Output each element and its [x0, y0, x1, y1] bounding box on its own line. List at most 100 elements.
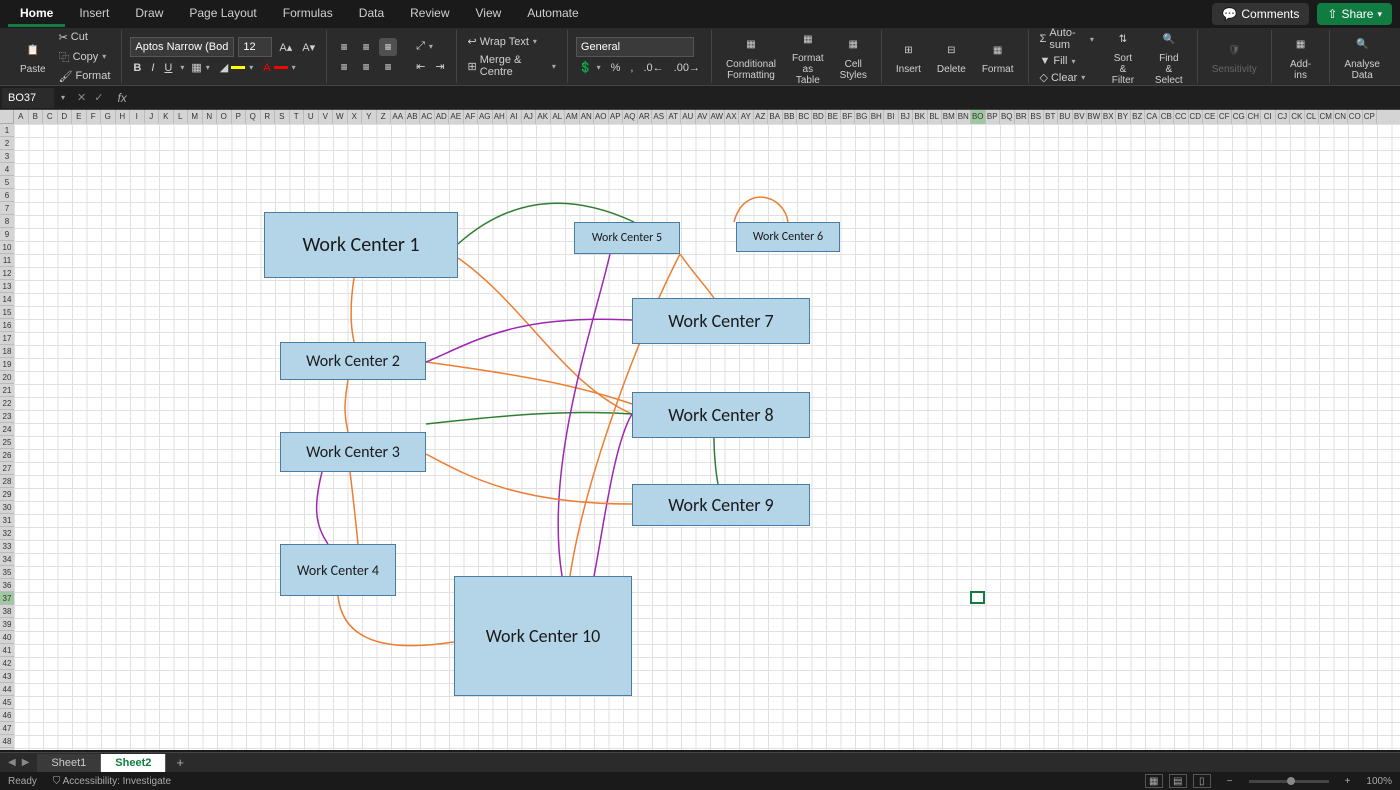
col-header[interactable]: BC: [797, 110, 812, 124]
row-header[interactable]: 44: [0, 683, 14, 696]
tab-formulas[interactable]: Formulas: [271, 2, 345, 27]
col-header[interactable]: BX: [1102, 110, 1117, 124]
col-header[interactable]: U: [304, 110, 319, 124]
col-header[interactable]: CJ: [1276, 110, 1291, 124]
wrap-text-button[interactable]: ↩Wrap Text▾: [465, 33, 559, 50]
col-header[interactable]: AA: [391, 110, 406, 124]
col-header[interactable]: Y: [362, 110, 377, 124]
diagram-box-wc5[interactable]: Work Center 5: [574, 222, 680, 254]
align-center-button[interactable]: ≡: [357, 58, 375, 76]
col-header[interactable]: N: [203, 110, 218, 124]
col-header[interactable]: BZ: [1131, 110, 1146, 124]
row-header[interactable]: 4: [0, 163, 14, 176]
underline-button[interactable]: U: [161, 60, 175, 76]
align-top-button[interactable]: ≡: [335, 38, 353, 56]
col-header[interactable]: E: [72, 110, 87, 124]
col-header[interactable]: CF: [1218, 110, 1233, 124]
row-header[interactable]: 36: [0, 579, 14, 592]
col-header[interactable]: AP: [609, 110, 624, 124]
merge-button[interactable]: ⊞Merge & Centre▾: [465, 52, 559, 80]
diagram-box-wc2[interactable]: Work Center 2: [280, 342, 426, 380]
formula-input[interactable]: [133, 88, 1400, 108]
conditional-formatting-button[interactable]: ▦Conditional Formatting: [720, 31, 782, 83]
diagram-box-wc6[interactable]: Work Center 6: [736, 222, 840, 252]
accessibility-status[interactable]: ⛉ Accessibility: Investigate: [53, 776, 171, 787]
col-header[interactable]: BQ: [1000, 110, 1015, 124]
col-header[interactable]: D: [58, 110, 73, 124]
col-header[interactable]: B: [29, 110, 44, 124]
delete-button[interactable]: ⊟Delete: [931, 36, 972, 77]
tab-page-layout[interactable]: Page Layout: [177, 2, 268, 27]
spreadsheet-grid[interactable]: ABCDEFGHIJKLMNOPQRSTUVWXYZAAABACADAEAFAG…: [0, 110, 1400, 750]
row-header[interactable]: 46: [0, 709, 14, 722]
row-header[interactable]: 32: [0, 527, 14, 540]
col-header[interactable]: CD: [1189, 110, 1204, 124]
col-header[interactable]: K: [159, 110, 174, 124]
col-header[interactable]: S: [275, 110, 290, 124]
col-header[interactable]: BS: [1029, 110, 1044, 124]
comments-button[interactable]: 💬 Comments: [1212, 3, 1309, 25]
tab-review[interactable]: Review: [398, 2, 461, 27]
col-header[interactable]: BK: [913, 110, 928, 124]
row-header[interactable]: 29: [0, 488, 14, 501]
col-header[interactable]: AE: [449, 110, 464, 124]
name-box[interactable]: [2, 88, 54, 108]
row-header[interactable]: 42: [0, 657, 14, 670]
row-header[interactable]: 8: [0, 215, 14, 228]
col-header[interactable]: BN: [957, 110, 972, 124]
col-header[interactable]: BE: [826, 110, 841, 124]
col-header[interactable]: F: [87, 110, 102, 124]
row-header[interactable]: 33: [0, 540, 14, 553]
increase-font-button[interactable]: A▴: [276, 39, 295, 56]
format-painter-button[interactable]: 🖌Format: [56, 68, 114, 85]
col-header[interactable]: BI: [884, 110, 899, 124]
percent-button[interactable]: %: [608, 60, 624, 76]
row-header[interactable]: 25: [0, 436, 14, 449]
tab-automate[interactable]: Automate: [515, 2, 590, 27]
fill-button[interactable]: ▼Fill▾: [1037, 53, 1097, 69]
row-header[interactable]: 15: [0, 306, 14, 319]
normal-view-button[interactable]: ▦: [1145, 774, 1163, 788]
col-header[interactable]: BB: [783, 110, 798, 124]
zoom-in-button[interactable]: +: [1345, 776, 1351, 787]
row-header[interactable]: 37: [0, 592, 14, 605]
cell-styles-button[interactable]: ▦Cell Styles: [834, 31, 873, 83]
row-header[interactable]: 27: [0, 462, 14, 475]
analyse-data-button[interactable]: 🔍Analyse Data: [1338, 31, 1386, 83]
col-header[interactable]: BL: [928, 110, 943, 124]
comma-button[interactable]: ,: [627, 60, 636, 76]
borders-button[interactable]: ▦▾: [188, 59, 212, 76]
number-format-select[interactable]: [576, 37, 694, 57]
col-header[interactable]: BG: [855, 110, 870, 124]
zoom-level[interactable]: 100%: [1366, 776, 1392, 787]
row-header[interactable]: 9: [0, 228, 14, 241]
tab-draw[interactable]: Draw: [123, 2, 175, 27]
col-header[interactable]: AQ: [623, 110, 638, 124]
sheet-tab-sheet2[interactable]: Sheet2: [101, 754, 166, 772]
col-header[interactable]: CH: [1247, 110, 1262, 124]
row-header[interactable]: 22: [0, 397, 14, 410]
col-header[interactable]: BD: [812, 110, 827, 124]
row-header[interactable]: 12: [0, 267, 14, 280]
col-header[interactable]: BU: [1058, 110, 1073, 124]
tab-view[interactable]: View: [464, 2, 514, 27]
align-right-button[interactable]: ≡: [379, 58, 397, 76]
row-header[interactable]: 35: [0, 566, 14, 579]
clear-button[interactable]: ◇Clear▾: [1037, 69, 1097, 86]
enter-formula-button[interactable]: ✓: [94, 91, 103, 104]
col-header[interactable]: CC: [1174, 110, 1189, 124]
autosum-button[interactable]: ΣAuto-sum▾: [1037, 25, 1097, 53]
align-middle-button[interactable]: ≡: [357, 38, 375, 56]
row-header[interactable]: 5: [0, 176, 14, 189]
sensitivity-button[interactable]: 🛡Sensitivity: [1206, 36, 1263, 77]
col-header[interactable]: BJ: [899, 110, 914, 124]
col-header[interactable]: V: [319, 110, 334, 124]
sheet-prev-button[interactable]: ◀: [8, 757, 16, 768]
format-as-table-button[interactable]: ▦Format as Table: [786, 25, 830, 88]
align-bottom-button[interactable]: ≡: [379, 38, 397, 56]
col-header[interactable]: BM: [942, 110, 957, 124]
col-header[interactable]: O: [217, 110, 232, 124]
orientation-button[interactable]: ⤢▾: [413, 38, 436, 55]
sheet-next-button[interactable]: ▶: [22, 757, 30, 768]
row-header[interactable]: 6: [0, 189, 14, 202]
